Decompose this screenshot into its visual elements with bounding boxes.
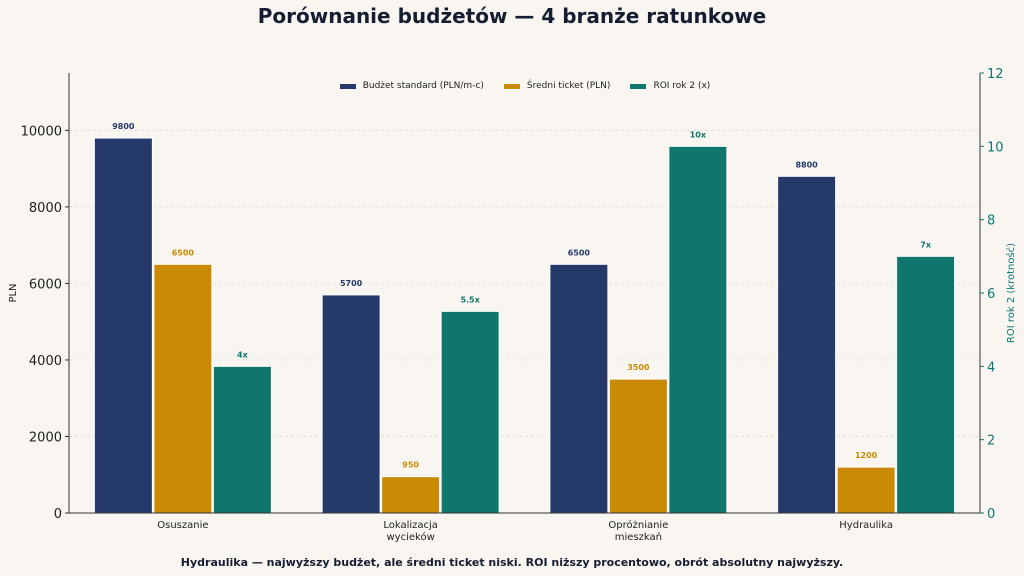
- y2-tick-label: 6: [987, 287, 995, 302]
- legend-swatch-roi: [630, 83, 647, 89]
- bar-budget: [321, 294, 381, 514]
- x-tick-label: wycieków: [386, 531, 434, 543]
- data-label-ticket: 1200: [855, 451, 878, 460]
- data-label-budget: 8800: [795, 160, 818, 169]
- data-label-roi: 10x: [690, 130, 707, 139]
- y2-tick-label: 2: [987, 434, 995, 449]
- bar-ticket: [153, 263, 213, 514]
- data-label-budget: 6500: [568, 248, 591, 257]
- y-tick-label: 2000: [29, 430, 62, 445]
- legend-swatch-budget: [339, 83, 356, 89]
- legend-item-ticket: Średni ticket (PLN): [503, 81, 611, 91]
- data-label-ticket: 3500: [627, 363, 650, 372]
- bar-roi: [896, 255, 956, 514]
- chart-title: Porównanie budżetów — 4 branże ratunkowe: [257, 4, 767, 28]
- legend-item-budget: Budżet standard (PLN/m-c): [339, 81, 484, 91]
- data-label-roi: 5.5x: [460, 295, 480, 304]
- data-label-budget: 5700: [340, 279, 363, 288]
- y2-tick-label: 0: [987, 507, 995, 522]
- data-label-roi: 7x: [920, 240, 932, 249]
- bar-ticket: [381, 476, 441, 514]
- y2-tick-label: 8: [987, 214, 995, 229]
- data-label-roi: 4x: [237, 350, 249, 359]
- legend: Budżet standard (PLN/m-c) Średni ticket …: [0, 81, 1024, 91]
- bar-roi: [212, 365, 272, 514]
- bar-ticket: [608, 378, 668, 514]
- bar-roi: [440, 310, 500, 514]
- y-tick-label: 10000: [21, 124, 62, 139]
- y-tick-label: 8000: [29, 201, 62, 216]
- legend-swatch-ticket: [503, 83, 520, 89]
- bar-budget: [549, 263, 609, 514]
- x-tick-label: mieszkań: [615, 531, 662, 543]
- y2-tick-label: 10: [987, 140, 1004, 155]
- footer-note: Hydraulika — najwyższy budżet, ale średn…: [180, 556, 844, 569]
- y-tick-label: 0: [54, 507, 62, 522]
- y-tick-label: 6000: [29, 277, 62, 292]
- x-tick-label: Osuszanie: [157, 520, 208, 531]
- legend-label-budget: Budżet standard (PLN/m-c): [362, 81, 484, 91]
- y2-tick-label: 12: [987, 67, 1004, 82]
- bar-roi: [668, 145, 728, 514]
- x-tick-label: Opróżnianie: [608, 519, 668, 531]
- y2-tick-label: 4: [987, 360, 995, 375]
- legend-label-ticket: Średni ticket (PLN): [526, 81, 611, 91]
- y2-axis-title: ROI rok 2 (krotność): [1005, 243, 1017, 343]
- legend-label-roi: ROI rok 2 (x): [653, 81, 711, 91]
- legend-item-roi: ROI rok 2 (x): [630, 81, 710, 91]
- bar-budget: [93, 137, 153, 514]
- data-label-budget: 9800: [112, 122, 135, 131]
- x-tick-label: Hydraulika: [839, 520, 893, 531]
- bar-budget: [777, 175, 837, 514]
- y-axis-title: PLN: [8, 283, 19, 302]
- y-tick-label: 4000: [29, 354, 62, 369]
- data-label-ticket: 6500: [172, 248, 195, 257]
- data-label-ticket: 950: [402, 461, 419, 470]
- x-tick-label: Lokalizacja: [383, 520, 438, 531]
- bar-ticket: [836, 466, 896, 514]
